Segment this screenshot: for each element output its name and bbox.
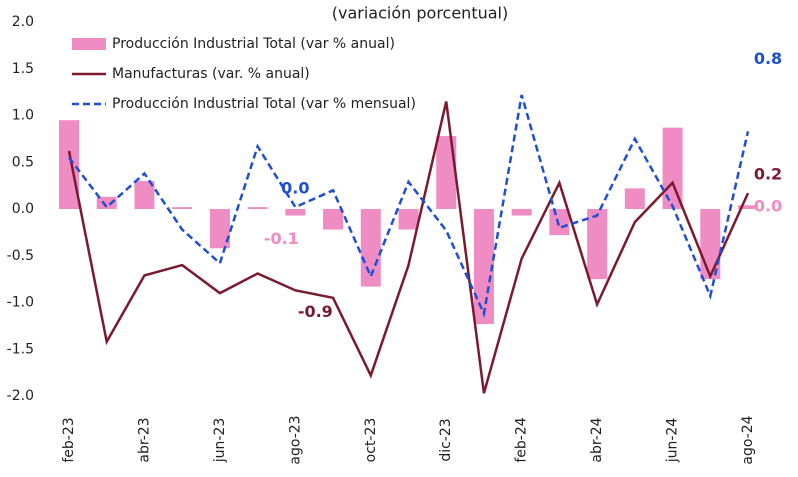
bar — [134, 180, 155, 209]
y-tick-label: -2.0 — [7, 388, 34, 404]
x-tick-label: abr-24 — [589, 417, 605, 462]
y-tick-label: -0.5 — [7, 248, 34, 264]
x-tick-label: jun-23 — [212, 418, 228, 464]
bar — [247, 207, 268, 209]
x-tick-label: jun-24 — [665, 418, 681, 464]
bar — [59, 120, 79, 209]
chart-title: (variación porcentual) — [332, 4, 508, 23]
legend-label: Producción Industrial Total (var % mensu… — [112, 96, 416, 112]
data-label: 0.2 — [754, 165, 782, 184]
x-tick-label: feb-23 — [61, 417, 77, 462]
x-tick-label: oct-23 — [363, 418, 379, 463]
data-label: 0.8 — [754, 49, 782, 68]
data-label: -0.1 — [264, 229, 299, 248]
x-tick-label: dic-23 — [438, 418, 454, 461]
x-tick-label: feb-24 — [514, 417, 530, 462]
y-tick-label: 0.0 — [12, 201, 34, 217]
bar — [323, 209, 344, 230]
y-tick-label: 0.5 — [12, 154, 34, 170]
line — [67, 101, 750, 394]
bar — [511, 209, 532, 216]
x-tick-label: abr-23 — [136, 417, 152, 462]
bar — [587, 209, 608, 280]
bar — [473, 209, 494, 325]
data-label: 0.0 — [754, 197, 782, 216]
data-label: 0.0 — [281, 179, 309, 198]
legend-label: Manufacturas (var. % anual) — [112, 66, 310, 82]
line — [68, 94, 750, 318]
bar — [285, 209, 306, 216]
bar — [624, 188, 645, 209]
bar — [549, 209, 570, 236]
x-tick-label: ago-24 — [740, 415, 756, 464]
bar — [172, 207, 193, 209]
bar — [662, 127, 683, 209]
y-tick-label: 1.0 — [12, 108, 34, 124]
y-tick-label: 2.0 — [12, 14, 34, 30]
bar — [738, 205, 758, 209]
bar — [209, 209, 230, 249]
legend-label: Producción Industrial Total (var % anual… — [112, 36, 395, 52]
bar — [398, 209, 419, 230]
bar — [436, 136, 457, 209]
legend-swatch — [72, 38, 106, 50]
x-tick-label: ago-23 — [287, 415, 303, 464]
y-tick-label: -1.0 — [7, 295, 34, 311]
bar — [700, 209, 721, 280]
bar — [96, 196, 117, 209]
y-tick-label: 1.5 — [12, 61, 34, 77]
data-label: -0.9 — [298, 302, 333, 321]
y-tick-label: -1.5 — [7, 341, 34, 357]
